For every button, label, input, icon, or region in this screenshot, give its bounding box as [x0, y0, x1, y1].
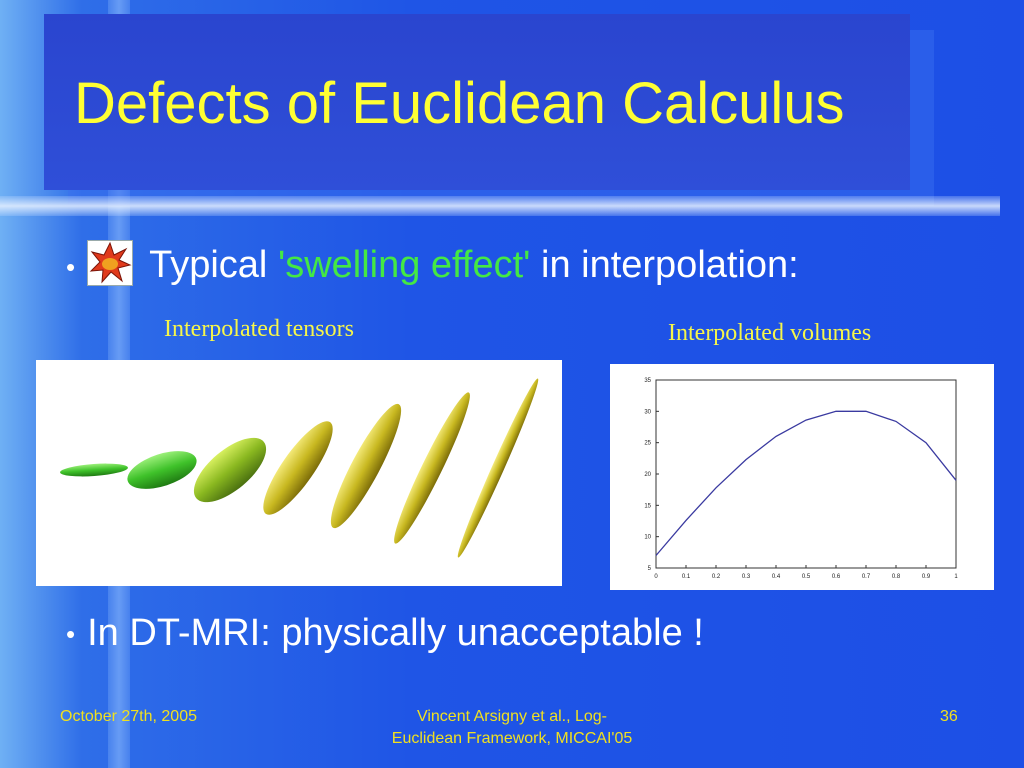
bullet-dot: •: [66, 251, 76, 282]
y-tick-label: 20: [644, 472, 651, 478]
caption-interpolated-volumes: Interpolated volumes: [668, 320, 872, 346]
plot-frame: [655, 379, 957, 569]
footer-date: October 27th, 2005: [60, 708, 197, 725]
bullet1-highlight: 'swelling effect': [277, 244, 531, 287]
x-tick-label: 0.2: [712, 574, 721, 580]
footer-page-number: 36: [940, 708, 958, 725]
y-tick-label: 15: [644, 503, 651, 509]
slide-title: Defects of Euclidean Calculus: [74, 71, 845, 136]
interpolated-volumes-chart: 0 0.1 0.2 0.3 0.4 0.5 0.6 0.7 0.8 0.9 151015202530…: [644, 378, 958, 580]
volume-plot-panel: 0 0.1 0.2 0.3 0.4 0.5 0.6 0.7 0.8 0.9 1 5 10 15 20 25 30…: [610, 364, 994, 590]
x-tick-label: 0.5: [802, 574, 811, 580]
tensor-ellipsoid-7: [457, 378, 539, 558]
starburst-badge-icon: [87, 240, 134, 286]
x-tick-label: 0.6: [832, 574, 841, 580]
x-tick-label: 0.7: [862, 574, 871, 580]
x-tick-label: 0.3: [742, 574, 751, 580]
caption-interpolated-tensors: Interpolated tensors: [164, 316, 354, 342]
tensor-ellipsoid-4: [263, 421, 333, 515]
x-tick-label: 0: [654, 574, 658, 580]
footer-credit-line2: Euclidean Framework, MICCAI'05: [391, 730, 633, 747]
footer-credit-line1: Vincent Arsigny et al., Log-: [416, 708, 608, 725]
x-tick-label: 1: [954, 574, 958, 580]
x-tick-label: 0.4: [772, 574, 781, 580]
interpolated-tensors-figure: [60, 378, 539, 558]
y-tick-label: 35: [644, 378, 651, 384]
tensor-ellipsoid-3: [193, 437, 267, 503]
tensor-ellipsoid-2: [127, 451, 197, 489]
tensor-ellipsoid-1: [60, 463, 128, 477]
tensor-panel: [36, 360, 562, 586]
bullet-dt-mri: • In DT-MRI: physically unacceptable !: [66, 612, 704, 655]
y-tick-label: 30: [644, 409, 651, 415]
y-tick-label: 5: [648, 566, 652, 572]
title-box: [44, 14, 910, 190]
bullet1-text-after: in interpolation:: [530, 244, 799, 287]
tensor-ellipsoid-6: [394, 392, 470, 544]
footer-credit: Vincent Arsigny et al., Log- Euclidean F…: [350, 706, 674, 750]
bullet-swelling-effect: • Typical 'swelling effect' in interpola…: [66, 240, 799, 290]
x-tick-label: 0.1: [682, 574, 691, 580]
bullet1-text-before: Typical: [149, 244, 278, 287]
decorative-horizontal-bar: [0, 196, 1000, 216]
x-tick-label: 0.9: [922, 574, 931, 580]
volume-curve: [655, 410, 957, 556]
tensor-ellipsoid-5: [330, 403, 402, 529]
x-tick-label: 0.8: [892, 574, 901, 580]
bullet2-text: In DT-MRI: physically unacceptable !: [87, 612, 704, 654]
y-tick-label: 25: [644, 441, 651, 447]
bullet-dot: •: [66, 619, 76, 650]
y-tick-label: 10: [644, 535, 651, 541]
